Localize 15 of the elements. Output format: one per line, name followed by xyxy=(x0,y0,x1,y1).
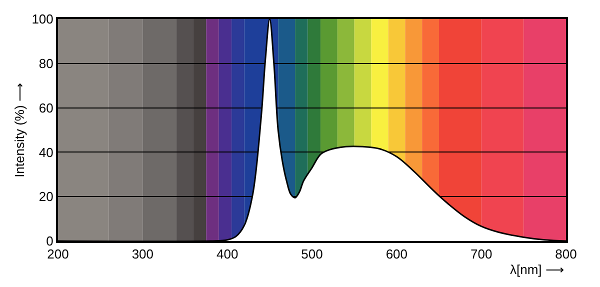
x-tick-label: 600 xyxy=(386,246,408,262)
y-tick-label: 0 xyxy=(46,234,54,249)
x-tick-label: 200 xyxy=(47,246,69,262)
x-tick-label: 500 xyxy=(301,246,323,262)
y-tick-label: 20 xyxy=(38,189,54,204)
x-tick-label: 800 xyxy=(555,246,577,262)
y-axis-title: Intensity (%) ⟶ xyxy=(12,82,28,178)
x-tick-label: 400 xyxy=(216,246,238,262)
x-tick-label: 700 xyxy=(470,246,492,262)
y-tick-label: 100 xyxy=(32,12,54,27)
x-tick-label: 300 xyxy=(132,246,154,262)
y-tick-label: 80 xyxy=(38,56,54,71)
y-tick-label: 60 xyxy=(38,100,54,116)
x-axis-title: λ[nm] ⟶ xyxy=(510,262,564,277)
y-tick-label: 40 xyxy=(38,144,54,160)
